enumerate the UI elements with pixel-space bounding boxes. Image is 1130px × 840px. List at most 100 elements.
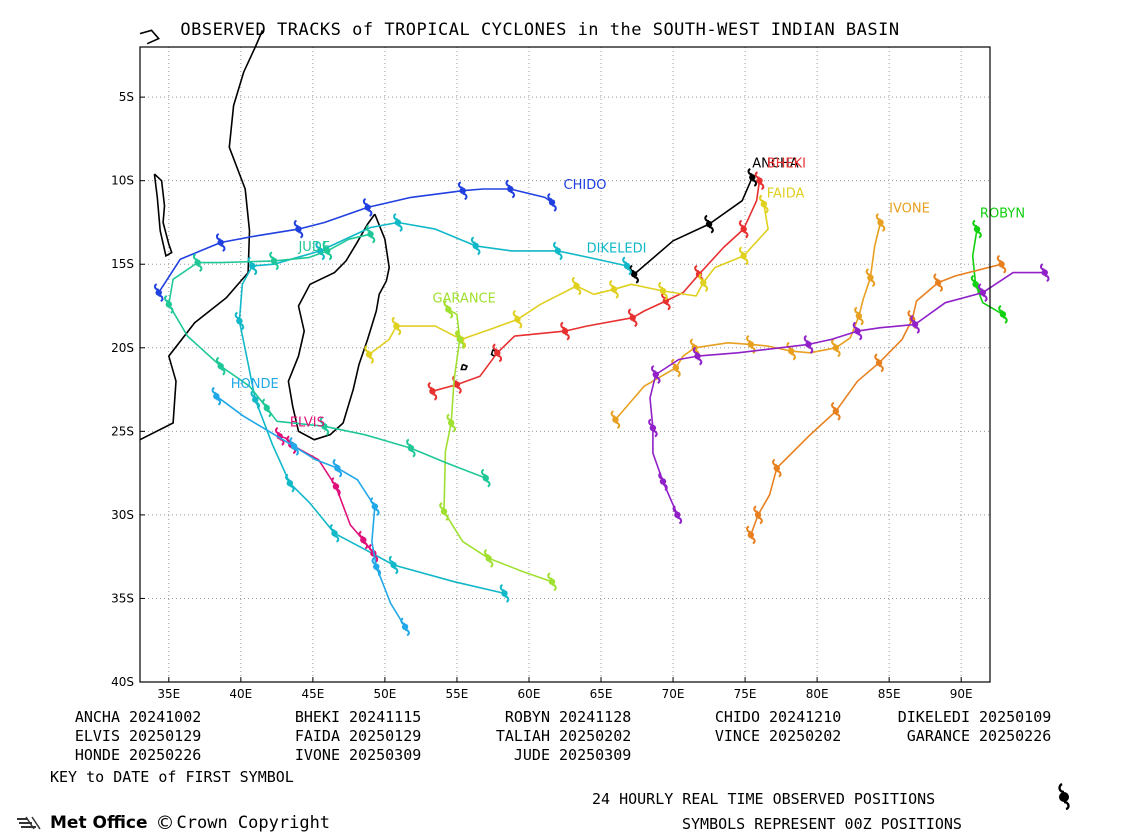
key-storm-name: CHIDO — [714, 708, 760, 726]
key-storm-date: 20241210 — [760, 708, 842, 726]
key-storm-date: 20250129 — [120, 727, 202, 745]
cyclone-position-marker — [672, 505, 683, 525]
cyclone-position-marker — [610, 410, 621, 430]
cyclone-position-marker — [250, 390, 260, 409]
cyclone-position-marker — [234, 311, 245, 331]
y-tick-label: 40S — [111, 675, 134, 689]
cyclone-position-marker — [547, 572, 557, 592]
cyclone-position-marker — [457, 181, 468, 201]
storm-label-chido: CHIDO — [564, 178, 607, 193]
cyclone-position-marker — [609, 279, 619, 299]
key-entry-vince: VINCE 20250202 — [670, 727, 841, 746]
cyclone-position-marker — [651, 365, 661, 384]
cyclone-position-marker — [215, 233, 226, 252]
key-entry-ivone: IVONE 20250309 — [250, 746, 421, 765]
cyclone-position-marker — [443, 299, 454, 319]
x-tick-label: 70E — [662, 687, 685, 700]
cyclone-position-marker — [481, 468, 491, 488]
key-storm-name: ELVIS — [74, 727, 120, 745]
axis-ticks: 35E 40E 45E 50E 55E 60E 65E 70E 75E 80E 85E 90E 5S 10… — [111, 90, 973, 700]
x-tick-label: 75E — [734, 687, 757, 700]
storm-track-elvis — [275, 426, 379, 563]
cyclone-track-map: ANCHA ROBYN CHIDO DIKELEDI ELVIS FAIDA GARANCE… — [111, 29, 1050, 700]
coastline — [139, 29, 499, 441]
cyclone-position-marker — [365, 224, 376, 244]
key-storm-date: 20250226 — [970, 727, 1052, 745]
cyclone-position-marker — [329, 523, 340, 543]
key-storm-name: ROBYN — [504, 708, 550, 726]
cyclone-position-marker — [910, 315, 920, 334]
cyclone-position-marker — [803, 335, 814, 354]
x-tick-label: 85E — [878, 687, 901, 700]
lake-malawi — [153, 173, 173, 258]
cyclone-position-marker — [406, 438, 416, 458]
key-storm-date: 20250226 — [120, 746, 202, 764]
cyclone-position-marker — [391, 316, 402, 336]
cyclone-position-marker — [547, 193, 557, 212]
cyclone-position-marker — [393, 213, 403, 232]
storm-track-ancha — [629, 167, 758, 284]
cyclone-position-marker — [875, 213, 886, 232]
cyclone-position-marker — [996, 254, 1007, 274]
cyclone-position-marker — [262, 398, 272, 418]
cyclone-position-marker — [322, 241, 333, 261]
key-entry-taliah: TALIAH 20250202 — [455, 727, 631, 746]
storm-label-faida: FAIDA — [767, 186, 805, 201]
y-tick-label: 5S — [119, 90, 134, 104]
storm-track-garance — [439, 299, 557, 592]
map-grid — [140, 47, 990, 682]
storm-track-robyn-e — [648, 263, 1050, 525]
key-storm-date: 20241002 — [120, 708, 202, 726]
cyclone-position-marker — [622, 256, 632, 276]
cyclone-position-marker — [972, 219, 982, 239]
reunion — [460, 363, 469, 371]
key-storm-date: 20241115 — [340, 708, 422, 726]
key-entry-dikeledi: DIKELEDI 20250109 — [855, 708, 1052, 727]
cyclone-symbol-icon — [1058, 782, 1070, 810]
cyclone-position-marker — [512, 309, 523, 329]
cyclone-position-marker — [772, 458, 782, 478]
key-storm-date: 20250129 — [340, 727, 422, 745]
key-entry-ancha: ANCHA 20241002 — [40, 708, 201, 727]
key-storm-name: FAIDA — [294, 727, 340, 745]
cyclone-position-marker — [483, 548, 494, 568]
storm-label-bheki: BHEKI — [767, 156, 806, 171]
cyclone-position-marker — [505, 179, 515, 199]
branding: Met Office © Crown Copyright — [16, 812, 330, 834]
storm-track-ivone — [610, 213, 886, 430]
key-storm-date: 20250202 — [550, 727, 632, 745]
cyclone-position-marker — [658, 472, 668, 491]
cyclone-position-marker — [269, 251, 279, 271]
key-storm-name: VINCE — [714, 727, 760, 745]
y-tick-label: 10S — [111, 174, 134, 188]
cyclone-position-marker — [874, 353, 884, 373]
cyclone-position-marker — [738, 246, 749, 266]
cyclone-position-marker — [738, 219, 749, 239]
cyclone-position-marker — [746, 335, 756, 354]
cyclone-position-marker — [759, 194, 769, 214]
x-tick-label: 65E — [590, 687, 613, 700]
storm-track-faida — [364, 194, 769, 364]
cyclone-position-marker — [978, 283, 988, 303]
key-note: KEY to DATE of FIRST SYMBOL — [50, 768, 294, 786]
cyclone-position-marker — [746, 525, 756, 545]
cyclone-position-marker — [661, 291, 671, 311]
cyclone-position-marker — [704, 214, 714, 234]
cyclone-position-marker — [470, 236, 481, 256]
chart-title: OBSERVED TRACKS of TROPICAL CYCLONES in … — [180, 20, 900, 40]
cyclone-position-marker — [400, 617, 410, 637]
x-tick-label: 55E — [446, 687, 469, 700]
cyclone-position-marker — [192, 253, 203, 272]
storm-labels: ANCHA ROBYN CHIDO DIKELEDI ELVIS FAIDA GARANCE… — [231, 156, 1025, 430]
cyclone-position-marker — [247, 256, 258, 276]
storm-label-ivone: IVONE — [889, 201, 930, 216]
cyclone-position-marker — [332, 458, 343, 478]
madagascar — [287, 213, 391, 441]
cyclone-position-marker — [658, 281, 668, 301]
key-entry-robyn: ROBYN 20241128 — [455, 708, 631, 727]
storm-label-elvis: ELVIS — [290, 415, 325, 430]
legend-line-symbols: SYMBOLS REPRESENT 00Z POSITIONS — [682, 815, 962, 833]
x-tick-label: 50E — [373, 687, 396, 700]
map-frame — [139, 46, 991, 683]
storm-label-honde: HONDE — [231, 377, 279, 392]
